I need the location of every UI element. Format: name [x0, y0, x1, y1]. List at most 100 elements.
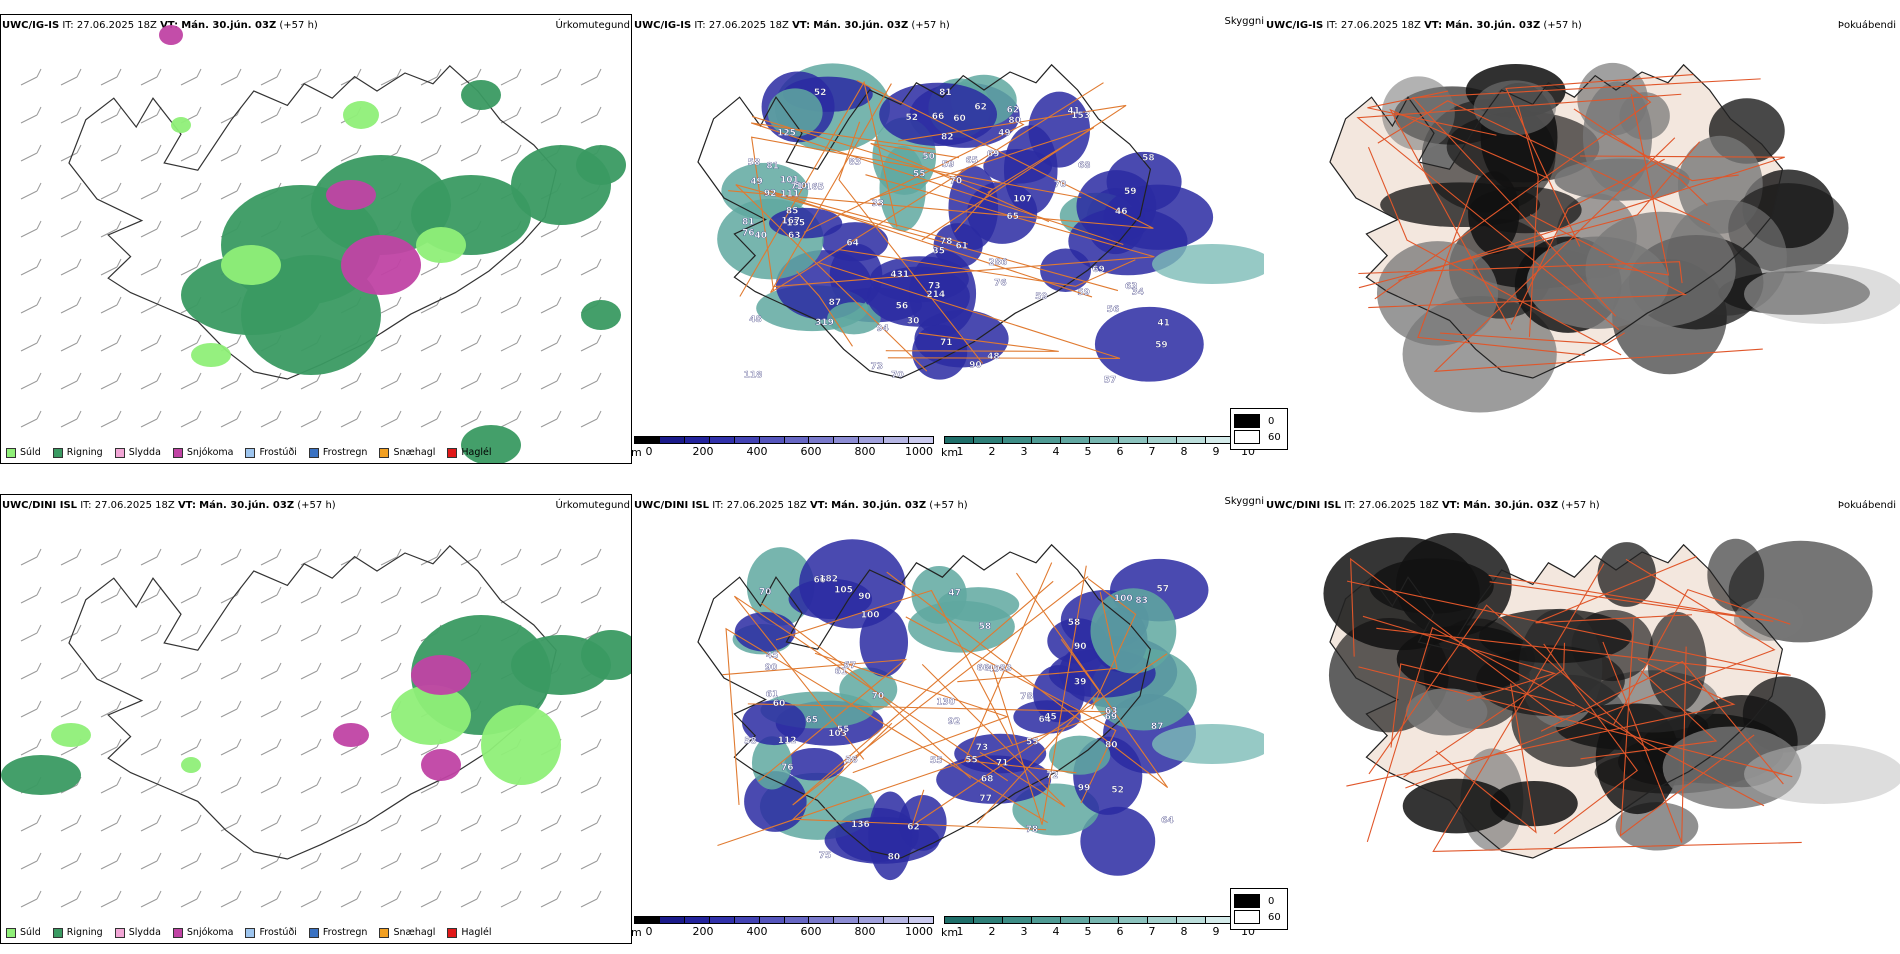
visibility-labels: 6659839270696282706469766076818010173595…	[742, 88, 1170, 386]
visibility-value: 71	[996, 759, 1009, 769]
wind-barb	[460, 890, 482, 908]
wind-barb	[540, 68, 562, 86]
colorbar-tick: 400	[746, 925, 768, 938]
wind-barb	[300, 548, 322, 566]
visibility-value: 59	[1124, 187, 1137, 197]
colorbar-tick: 0	[645, 925, 653, 938]
wind-barb	[420, 548, 442, 566]
wind-barb	[60, 334, 82, 352]
legend-label: Slydda	[128, 927, 161, 938]
visibility-value: 59	[1035, 292, 1048, 302]
visibility-value: 82	[941, 132, 954, 142]
visibility-value: 85	[786, 207, 799, 217]
visibility-value: 81	[766, 161, 779, 171]
legend-swatch	[52, 447, 63, 458]
fog-legend: 0 60	[1230, 888, 1288, 930]
cloud-unit: km	[941, 446, 959, 459]
road	[761, 602, 972, 779]
wind-barb	[420, 372, 442, 390]
legend-swatch	[379, 927, 390, 938]
low-visibility-area	[1090, 588, 1177, 674]
wind-barb	[460, 852, 482, 870]
wind-barb	[500, 372, 522, 390]
wind-barb	[100, 700, 122, 718]
wind-barb	[20, 890, 42, 908]
wind-barb	[60, 624, 82, 642]
wind-barb	[300, 106, 322, 124]
roads	[1346, 555, 1802, 852]
wind-barb	[340, 68, 362, 86]
road	[1368, 604, 1650, 775]
wind-barb	[420, 68, 442, 86]
wind-barb	[180, 814, 202, 832]
road	[1403, 642, 1566, 778]
low-visibility-area	[1094, 306, 1204, 382]
visibility-value: 75	[819, 851, 832, 861]
wind-barb	[300, 890, 322, 908]
wind-barb	[580, 372, 602, 390]
wind-barb	[500, 814, 522, 832]
wind-barb	[140, 410, 162, 428]
road	[1390, 663, 1575, 748]
wind-barb	[220, 662, 242, 680]
precip-cell	[191, 343, 231, 367]
colorbar-bin	[809, 437, 835, 443]
colorbar-bin	[709, 917, 735, 923]
road	[1346, 658, 1736, 787]
wind-barb	[300, 410, 322, 428]
wind-barb	[380, 662, 402, 680]
visibility-value: 64	[1038, 715, 1051, 725]
colorbar-bin	[659, 917, 685, 923]
legend-label: Frostúði	[259, 447, 297, 458]
visibility-value: 78	[1026, 825, 1039, 835]
visibility-value: 100	[1114, 594, 1133, 604]
wind-barb	[540, 296, 562, 314]
visibility-value: 73	[928, 281, 941, 291]
visibility-value: 111	[780, 189, 799, 199]
valid-label: VT:	[1424, 20, 1443, 31]
visibility-value: 49	[987, 664, 1000, 674]
visibility-value: 73	[976, 743, 989, 753]
visibility-value: 58	[748, 158, 761, 168]
visibility-value: 105	[834, 586, 853, 596]
visibility-value: 80	[1105, 740, 1118, 750]
wind-barb	[100, 372, 122, 390]
legend-item: Slydda	[114, 447, 161, 458]
visibility-value: 55	[837, 725, 850, 735]
visibility-value: 39	[1074, 677, 1087, 687]
visibility-value: 80	[888, 852, 901, 862]
colorbar-bin	[1090, 917, 1119, 923]
low-visibility-area	[744, 771, 807, 832]
wind-barb	[220, 410, 242, 428]
wind-barb	[180, 852, 202, 870]
visibility-value: 66	[932, 112, 945, 122]
colorbar-bin	[1061, 437, 1090, 443]
wind-barb	[100, 814, 122, 832]
visibility-value: 69	[987, 149, 1000, 159]
colorbar-bin	[784, 437, 810, 443]
wind-barb	[580, 548, 602, 566]
visibility-value: 61	[766, 690, 779, 700]
wind-barb	[180, 700, 202, 718]
wind-barb	[380, 410, 402, 428]
visibility-value: 81	[939, 88, 952, 98]
model-name: UWC/DINI ISL	[2, 500, 78, 511]
wind-barb	[100, 586, 122, 604]
valid-time: Mán. 30.jún. 03Z	[831, 500, 927, 511]
colorbar-bin	[834, 437, 860, 443]
visibility-value: 71	[940, 338, 953, 348]
colorbar-tick: 3	[1020, 925, 1028, 938]
visibility-value: 40	[754, 231, 767, 241]
wind-barb	[180, 662, 202, 680]
wind-barb	[580, 738, 602, 756]
wind-barb	[300, 700, 322, 718]
lead-time: (+57 h)	[1561, 500, 1600, 511]
precip-type-map	[0, 494, 632, 944]
legend-item: Rigning	[52, 447, 103, 458]
visibility-value: 136	[851, 820, 870, 830]
road	[838, 121, 984, 364]
wind-barb	[140, 182, 162, 200]
road	[1517, 105, 1539, 337]
visibility-value: 92	[948, 717, 961, 727]
wind-barb	[540, 586, 562, 604]
